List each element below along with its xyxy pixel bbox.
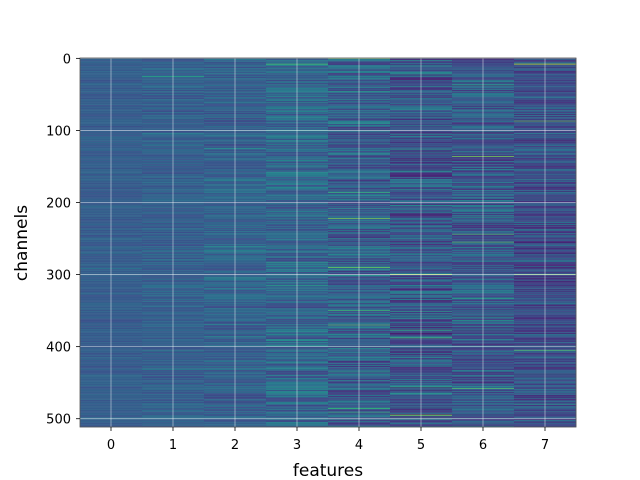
x-tick-label: 1: [169, 438, 177, 453]
y-tick-label: 500: [46, 413, 71, 428]
y-tick-label: 300: [46, 269, 71, 284]
x-tick-label: 4: [355, 438, 363, 453]
y-tick-label: 200: [46, 197, 71, 212]
x-tick-label: 0: [107, 438, 115, 453]
y-tick-label: 0: [63, 52, 71, 67]
heatmap-cells: [80, 58, 576, 427]
y-tick-label: 400: [46, 341, 71, 356]
x-tick-label: 3: [293, 438, 301, 453]
x-tick-label: 6: [479, 438, 487, 453]
x-axis-label: features: [293, 461, 363, 480]
x-tick-label: 5: [417, 438, 425, 453]
x-tick-label: 7: [541, 438, 549, 453]
x-tick-label: 2: [231, 438, 239, 453]
y-tick-label: 100: [46, 124, 71, 139]
y-axis-label: channels: [12, 205, 32, 281]
